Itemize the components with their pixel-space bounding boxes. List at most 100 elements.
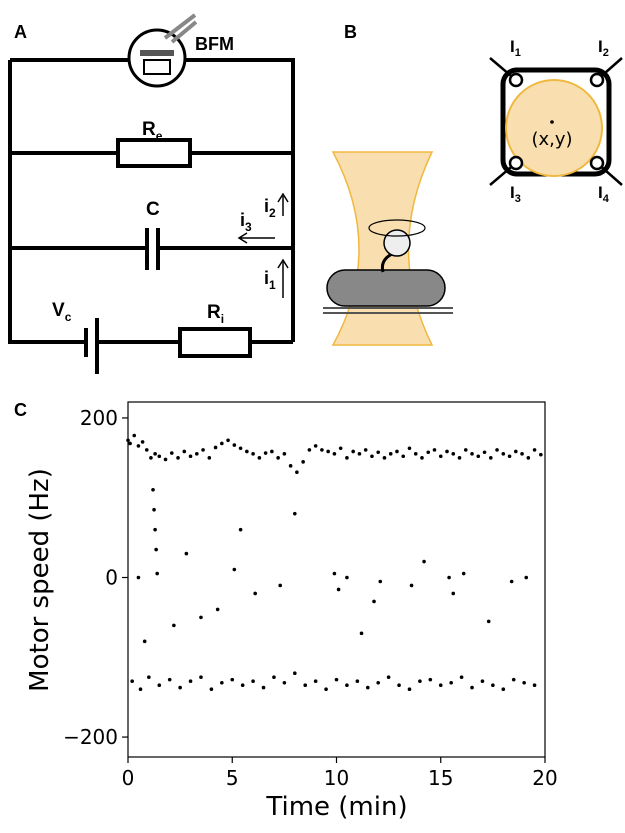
point: [172, 623, 176, 628]
label: i1: [264, 268, 276, 292]
point: [136, 444, 141, 448]
point: [359, 631, 364, 636]
point: [501, 452, 506, 456]
point: [397, 683, 401, 688]
arrow: [237, 232, 275, 244]
point: [522, 681, 526, 685]
point: [486, 619, 491, 624]
point: [263, 451, 268, 455]
point: [207, 456, 212, 460]
x-tick-label: 20: [532, 766, 557, 790]
panel-label: B: [344, 22, 357, 42]
point: [136, 575, 141, 580]
point: [514, 449, 518, 454]
sub: 1: [515, 47, 521, 59]
point: [332, 571, 337, 576]
sensor: [589, 72, 605, 88]
point: [482, 450, 487, 455]
point: [422, 559, 426, 564]
point: [480, 679, 485, 684]
point: [357, 452, 362, 456]
point: [447, 575, 451, 580]
bfm-detail: [143, 59, 171, 75]
point: [345, 683, 349, 688]
point: [365, 685, 370, 690]
point: [278, 583, 283, 588]
arrow-head: [277, 192, 289, 269]
point: [426, 450, 431, 455]
y-tick-label: 0: [105, 566, 118, 590]
point: [157, 454, 162, 459]
point: [395, 449, 399, 454]
trap-schematic: [323, 151, 453, 346]
point: [178, 685, 182, 690]
point: [215, 607, 220, 612]
point: [470, 452, 474, 456]
point: [220, 441, 224, 446]
point: [126, 438, 130, 443]
position-label: (x,y): [531, 129, 572, 150]
point: [261, 685, 266, 690]
label: I4: [598, 183, 610, 205]
point: [326, 449, 330, 454]
main: i: [264, 268, 269, 288]
point: [407, 687, 412, 691]
sub: 3: [245, 220, 252, 234]
center-dot: [550, 120, 554, 124]
point: [320, 448, 324, 452]
point: [184, 551, 189, 556]
point: [199, 615, 203, 620]
point: [282, 452, 287, 456]
main: I: [598, 183, 603, 202]
point: [213, 445, 218, 450]
point: [276, 456, 280, 460]
pipette: [163, 13, 198, 44]
main: i: [240, 210, 245, 230]
point: [376, 681, 381, 685]
point: [313, 444, 318, 448]
point: [351, 449, 355, 454]
main: V: [52, 300, 65, 321]
point: [407, 446, 412, 451]
sensor: [508, 72, 524, 88]
point: [511, 677, 516, 682]
point: [488, 456, 493, 460]
point: [495, 448, 499, 452]
point: [382, 456, 387, 460]
sub: e: [156, 129, 163, 143]
panel-label: A: [14, 22, 27, 42]
point: [334, 677, 339, 682]
hook: [380, 252, 393, 273]
point: [324, 687, 328, 691]
point: [182, 449, 187, 454]
quadrant-detector: [489, 57, 623, 186]
point: [532, 448, 537, 452]
y-axis-title: Motor speed (Hz): [25, 468, 55, 692]
point: [153, 452, 157, 456]
sub: 3: [515, 193, 521, 205]
point: [332, 452, 337, 456]
main: R: [142, 119, 156, 140]
point: [301, 460, 305, 464]
point: [163, 457, 168, 462]
point: [147, 675, 151, 680]
cell: [326, 269, 446, 307]
point: [420, 456, 424, 460]
label: i3: [240, 210, 252, 234]
point: [293, 511, 297, 516]
point: [432, 448, 437, 452]
main: I: [510, 183, 515, 202]
resistor: [116, 138, 192, 168]
point: [372, 599, 376, 604]
main: i: [264, 196, 269, 216]
point: [251, 452, 255, 456]
point: [355, 679, 360, 684]
point: [251, 679, 255, 684]
x-axis-title: Time (min): [265, 792, 407, 822]
point: [257, 456, 262, 460]
point: [226, 438, 230, 443]
point: [232, 567, 237, 572]
point: [142, 639, 147, 644]
point: [463, 448, 468, 452]
